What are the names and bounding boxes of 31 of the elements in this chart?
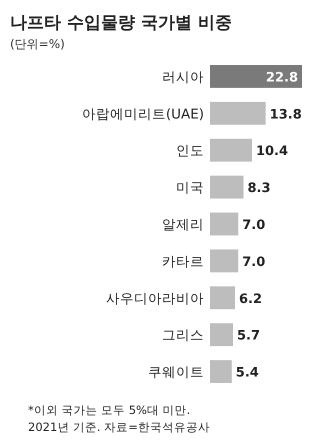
y-tick-label: 러시아 bbox=[162, 69, 204, 86]
data-label: 13.8 bbox=[270, 107, 302, 122]
y-tick-label: 아랍에미리트(UAE) bbox=[82, 106, 204, 122]
bar bbox=[210, 65, 302, 88]
text: *이외 국가는 모두 5%대 미만. bbox=[28, 403, 190, 417]
bar bbox=[210, 286, 236, 310]
bar bbox=[210, 212, 238, 236]
data-label: 5.7 bbox=[237, 328, 260, 344]
y-tick-label: 쿠웨이트 bbox=[148, 364, 204, 381]
data-label: 8.3 bbox=[247, 181, 271, 196]
y-tick-label: 미국 bbox=[176, 180, 204, 196]
bar bbox=[210, 249, 238, 272]
text: 2021년 기준. 자료=한국석유공사 bbox=[28, 420, 210, 434]
y-tick-label: 인도 bbox=[176, 143, 204, 160]
y-tick-label: 그리스 bbox=[162, 328, 204, 344]
bar bbox=[210, 176, 244, 199]
text: (단위=%) bbox=[10, 37, 65, 51]
data-label: 7.0 bbox=[242, 254, 266, 270]
bar bbox=[210, 102, 266, 125]
y-tick-label: 알제리 bbox=[162, 217, 204, 233]
data-label: 5.4 bbox=[236, 366, 259, 381]
data-label: 10.4 bbox=[256, 144, 288, 160]
y-tick-label: 사우디아라비아 bbox=[106, 290, 204, 307]
bar bbox=[210, 360, 232, 383]
bar bbox=[210, 138, 252, 162]
data-label: 22.8 bbox=[266, 70, 298, 86]
y-tick-label: 카타르 bbox=[162, 254, 204, 270]
data-label: 6.2 bbox=[239, 292, 262, 307]
data-label: 7.0 bbox=[242, 218, 266, 233]
chart-title: 나프타 수입물량 국가별 비중 bbox=[10, 13, 232, 33]
bar bbox=[210, 323, 233, 346]
